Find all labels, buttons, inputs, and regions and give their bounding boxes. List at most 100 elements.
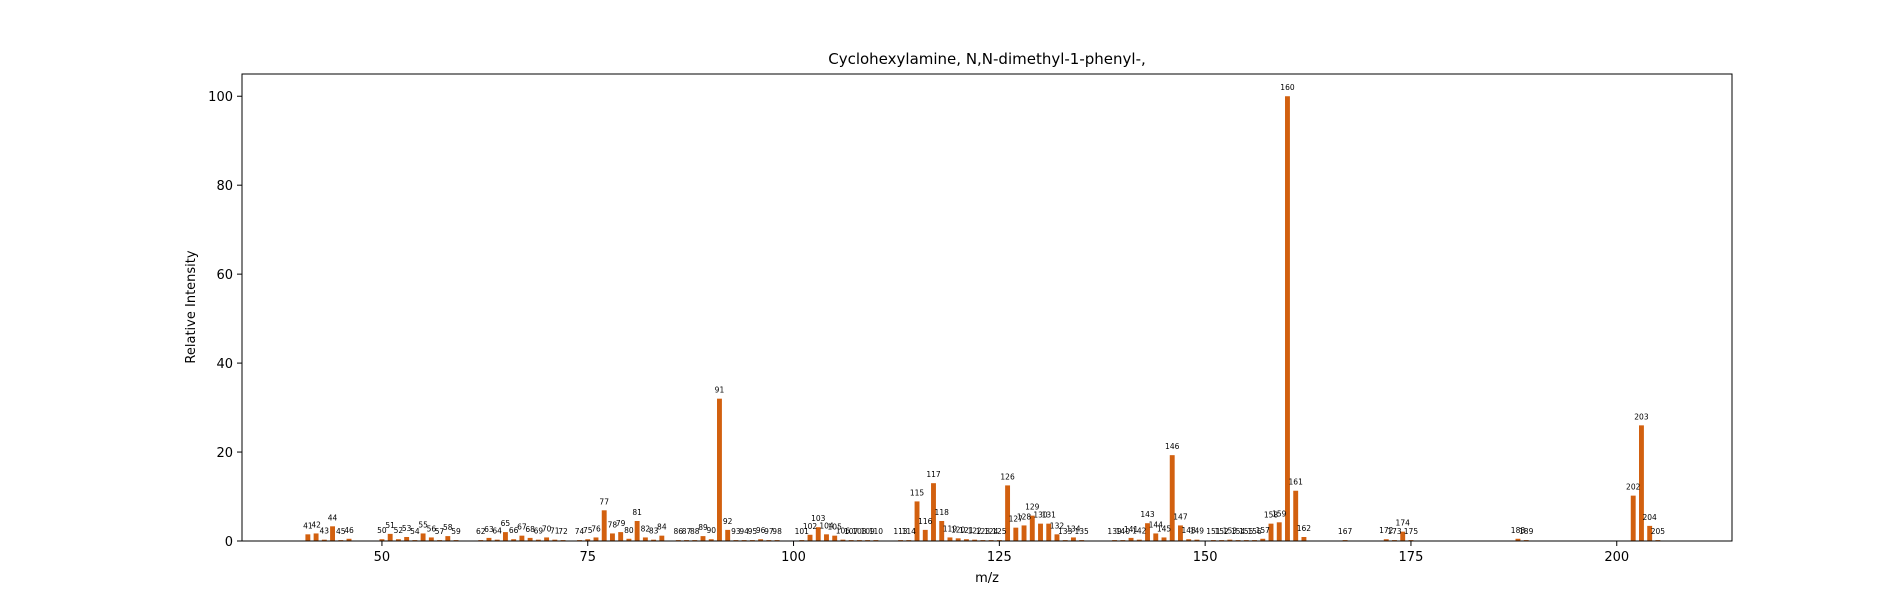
peak-bar-162	[1301, 537, 1307, 541]
peak-bar-106	[840, 539, 846, 541]
peak-bar-84	[659, 535, 665, 541]
peak-label-90: 90	[706, 526, 716, 535]
peak-bar-71	[552, 539, 558, 541]
peak-bar-161	[1293, 490, 1299, 541]
peak-label-127: 127	[1009, 515, 1024, 524]
peak-label-126: 126	[1000, 472, 1015, 481]
peak-label-204: 204	[1643, 513, 1658, 522]
peak-bar-79	[618, 532, 624, 541]
peak-label-148: 148	[1182, 526, 1197, 535]
peak-bar-80	[626, 538, 632, 541]
peak-bar-130	[1038, 523, 1043, 541]
peak-bar-116	[922, 529, 928, 541]
peak-label-202: 202	[1626, 483, 1641, 492]
peak-label-69: 69	[534, 527, 544, 536]
peak-label-157: 157	[1256, 526, 1271, 535]
peak-label-41: 41	[303, 521, 313, 530]
peak-label-151: 151	[1206, 527, 1221, 536]
peak-label-63: 63	[484, 525, 494, 534]
peak-bar-46	[346, 538, 352, 541]
y-axis: 0 20 40 60 80 100	[208, 90, 242, 550]
x-tick-label-50: 50	[374, 550, 391, 565]
peak-label-97: 97	[764, 527, 774, 536]
peak-label-74: 74	[575, 527, 585, 536]
peak-bar-132	[1054, 534, 1060, 541]
peak-label-91: 91	[715, 386, 725, 395]
peak-label-149: 149	[1190, 527, 1205, 536]
peak-label-117: 117	[926, 470, 941, 479]
peak-bar-158	[1268, 523, 1274, 541]
peak-label-175: 175	[1404, 527, 1419, 536]
peak-bar-83	[651, 539, 657, 541]
peak-label-114: 114	[902, 527, 917, 536]
peak-label-84: 84	[657, 523, 667, 532]
peak-bar-204	[1647, 525, 1653, 541]
peak-label-130: 130	[1033, 511, 1048, 520]
peak-label-161: 161	[1289, 478, 1304, 487]
peak-label-122: 122	[967, 527, 982, 536]
y-tick-label-40: 40	[216, 357, 233, 372]
peak-label-82: 82	[641, 524, 651, 533]
peak-bar-118	[939, 520, 945, 541]
peak-bar-92	[725, 529, 731, 541]
peak-label-162: 162	[1297, 524, 1312, 533]
peak-label-203: 203	[1634, 412, 1649, 421]
peak-label-43: 43	[320, 527, 330, 536]
peak-label-120: 120	[951, 525, 966, 534]
peak-label-118: 118	[935, 508, 950, 517]
peak-label-64: 64	[492, 527, 502, 536]
peak-bar-127	[1013, 527, 1019, 541]
peak-bar-68	[527, 537, 533, 541]
peak-label-116: 116	[918, 517, 933, 526]
peak-label-93: 93	[731, 527, 741, 536]
peak-bar-78	[609, 533, 615, 541]
peak-label-144: 144	[1149, 520, 1164, 529]
chart-title: Cyclohexylamine, N,N-dimethyl-1-phenyl-,	[828, 50, 1146, 68]
peak-label-205: 205	[1651, 527, 1666, 536]
peak-label-65: 65	[501, 519, 511, 528]
peak-bar-102	[807, 534, 813, 541]
peak-label-145: 145	[1157, 524, 1172, 533]
peak-label-188: 188	[1511, 526, 1526, 535]
peak-label-96: 96	[756, 526, 766, 535]
peak-bar-134	[1070, 537, 1076, 541]
peak-label-67: 67	[517, 523, 527, 532]
plot-frame	[241, 73, 1733, 542]
peak-label-172: 172	[1379, 526, 1394, 535]
peak-bar-105	[832, 535, 838, 541]
peak-bar-117	[931, 483, 936, 541]
peak-label-56: 56	[427, 524, 437, 533]
peak-bar-65	[502, 532, 508, 541]
peak-label-139: 139	[1107, 527, 1122, 536]
peak-label-92: 92	[723, 517, 733, 526]
peak-label-143: 143	[1140, 510, 1155, 519]
peak-bar-90	[708, 539, 714, 541]
peak-label-154: 154	[1231, 527, 1246, 536]
peak-label-129: 129	[1025, 503, 1040, 512]
peak-bar-81	[634, 520, 640, 541]
peak-label-59: 59	[451, 527, 461, 536]
peak-bar-77	[601, 510, 607, 541]
peak-label-101: 101	[795, 527, 810, 536]
peak-bar-119	[947, 537, 953, 541]
peak-label-123: 123	[976, 527, 991, 536]
peak-label-173: 173	[1387, 527, 1402, 536]
peak-bar-149	[1194, 539, 1200, 541]
peak-bar-120	[955, 538, 961, 541]
peak-label-128: 128	[1017, 512, 1032, 521]
peak-bar-145	[1161, 537, 1167, 541]
y-tick-label-100: 100	[208, 90, 233, 105]
peak-label-134: 134	[1066, 524, 1081, 533]
peak-label-76: 76	[591, 524, 601, 533]
peak-bar-188	[1515, 538, 1521, 541]
peak-bar-96	[758, 539, 764, 541]
peak-label-142: 142	[1132, 527, 1147, 536]
peak-bar-58	[445, 536, 451, 541]
peak-label-89: 89	[698, 523, 708, 532]
peak-label-54: 54	[410, 527, 420, 536]
peak-label-51: 51	[385, 521, 395, 530]
peak-label-71: 71	[550, 527, 560, 536]
peak-label-83: 83	[649, 527, 659, 536]
peak-label-62: 62	[476, 527, 486, 536]
